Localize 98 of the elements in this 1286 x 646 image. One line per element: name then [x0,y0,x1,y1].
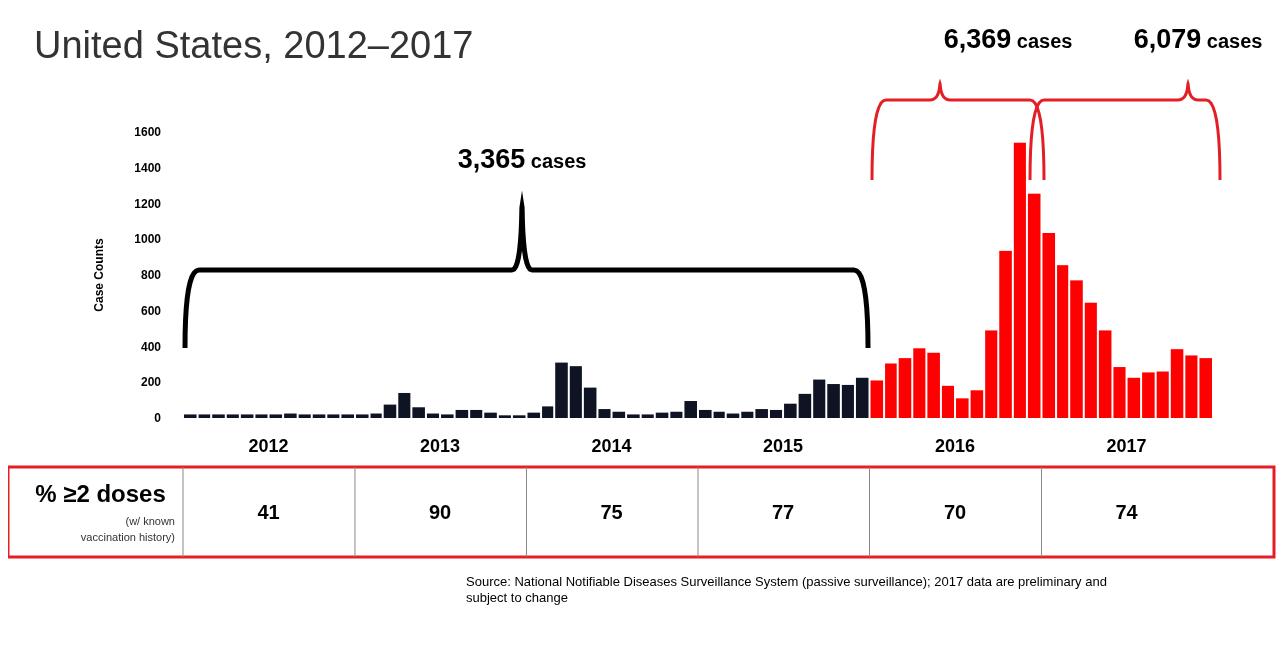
text: 90 [428,501,452,523]
bar [855,377,869,418]
bar [1084,302,1097,418]
bar [455,409,469,418]
bar [1027,193,1041,418]
bar [870,380,884,418]
bar [527,412,541,418]
bar [298,414,311,418]
bar [898,358,912,418]
bar [341,414,354,418]
y-tick-label: 0 [154,411,162,426]
text: 6,369 cases [943,24,1073,54]
x-tick-label: 2013 [420,436,461,456]
bar [583,387,597,418]
bar [713,411,725,418]
bar [327,414,340,418]
bar [470,409,483,418]
chart-title: United States, 2012–2017 [34,24,474,66]
bar [383,404,397,418]
y-tick-label: 800 [140,268,162,283]
annotation: 3,365 cases [457,144,587,174]
bar [841,384,854,418]
bar [312,414,326,418]
bar [985,330,998,418]
x-tick-label: 2016 [935,436,976,456]
bar [655,412,669,418]
source-note: Source: National Notifiable Diseases Surveillance System (passive surveillance); 2017 data are preliminary and subject to change [466,574,1107,605]
bar [569,366,582,418]
y-tick-label: 200 [140,375,162,390]
text: (w/ known vaccination history) [80,515,175,543]
bar [699,409,712,418]
bar [641,414,654,418]
bar [999,250,1012,418]
bar [827,384,840,418]
bar [612,411,626,418]
bar [598,409,611,418]
bar [927,352,940,418]
bar [284,413,297,418]
bar [1070,280,1083,418]
bar [970,390,984,418]
bar [398,392,411,418]
bar [769,409,783,418]
text: % ≥2 doses [35,480,166,507]
bar [670,411,683,418]
x-tick-label: 2014 [591,436,632,456]
bar [198,414,211,418]
x-tick-label: 2017 [1106,436,1147,456]
bar [1199,358,1212,418]
bar [1042,232,1056,418]
bar [512,415,526,418]
bar [741,411,754,418]
bar [784,403,797,418]
bar [555,362,568,418]
y-tick-label: 1400 [134,160,162,175]
bar [355,414,369,418]
bar [542,406,554,418]
text: 41 [257,501,280,523]
bar [484,412,497,418]
bar [627,414,640,418]
bar [226,414,239,418]
text: 77 [771,501,795,523]
text: 6,079 cases [1133,24,1263,54]
x-tick-label: 2015 [763,436,804,456]
bar [255,414,268,418]
text: 75 [600,501,623,523]
y-axis-title: Case Counts [92,238,106,312]
bar [1098,330,1112,418]
bar [913,348,926,418]
text: 74 [1115,501,1139,523]
bar [941,385,955,418]
bar [498,415,511,418]
text: 70 [943,501,967,523]
bar [1113,367,1126,418]
bar [412,407,425,418]
x-tick-label: 2012 [248,436,289,456]
bar [1057,265,1069,418]
y-tick-label: 1600 [134,125,162,140]
bar [184,414,197,418]
bar [755,409,768,418]
bar [240,414,254,418]
bar [1170,349,1184,418]
bar [1127,377,1141,418]
y-tick-label: 1000 [134,232,162,247]
bar [269,414,283,418]
bar [813,379,826,418]
y-tick-label: 600 [140,303,162,318]
bar [1185,355,1198,418]
bar [684,401,697,418]
bar [441,414,454,418]
y-tick-label: 400 [140,339,162,354]
y-tick-label: 1200 [134,196,162,211]
bar [1142,372,1155,418]
bar [212,414,225,418]
bar [885,363,897,418]
bar [956,398,969,418]
bar [1156,371,1169,418]
bar [798,393,812,418]
bar [1013,142,1026,418]
